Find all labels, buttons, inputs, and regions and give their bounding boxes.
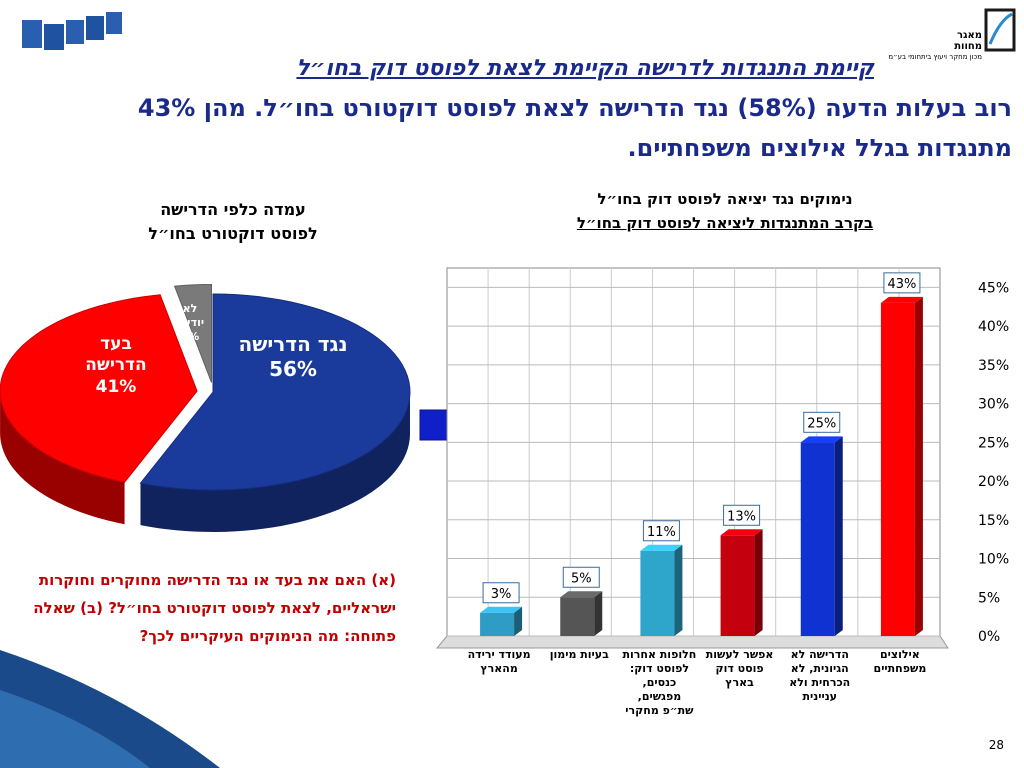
value-label-box: [642, 520, 680, 542]
page-number: 28: [988, 738, 1004, 752]
bar-top: [720, 529, 763, 536]
pie-label: לא יודעת: [175, 302, 205, 329]
y-tick-label: 15%: [978, 513, 1009, 529]
floor: [435, 635, 949, 649]
value-label-box: [482, 582, 520, 604]
pie-title: לפוסט דוקטורט בחו״ל: [148, 224, 318, 243]
y-tick-label: 40%: [978, 319, 1009, 335]
bar-side: [674, 544, 683, 636]
value-label: 11%: [647, 525, 676, 540]
value-label-box: [803, 411, 841, 433]
bar: [800, 442, 835, 636]
x-tick-label: הדרישה לא הגיונית, לא הכרחית ולא עניינית: [789, 648, 851, 703]
pie-label: נגד הדרישה: [238, 332, 348, 356]
pie-value-label: 41%: [95, 376, 137, 397]
bar-title: בקרב המתנגדות ליציאה לפוסט דוק בחו״ל: [576, 214, 874, 232]
bar-title: נימוקים נגד יציאה לפוסט דוק בחו״ל: [597, 190, 853, 208]
pie-value-label: 56%: [269, 357, 317, 381]
value-label: 43%: [887, 277, 916, 292]
bar-top: [480, 606, 523, 613]
bar-top: [800, 436, 843, 443]
pie-slice-side: [140, 392, 410, 532]
logo-text: מחוות: [954, 41, 982, 52]
x-tick-label: בעיות מימון: [549, 648, 609, 661]
x-tick-label: אילוצים משפחתיים: [873, 648, 927, 675]
logo-text: מאגר: [956, 30, 982, 41]
pie-value-label: 3%: [180, 329, 200, 343]
value-label-box: [723, 504, 761, 526]
bar: [880, 302, 915, 636]
slide-subtitle: רוב בעלות הדעה (58%) נגד הדרישה לצאת לפו…: [137, 94, 1012, 162]
value-label: 25%: [807, 416, 836, 431]
value-label-box: [562, 566, 600, 588]
bar-side: [594, 591, 603, 636]
slide-title: קיימת התנגדות לדרישה הקיימת לצאת לפוסט ד…: [296, 56, 874, 81]
pie-slice-side: [0, 391, 125, 525]
bar-side: [754, 529, 763, 636]
pie-label: בעד הדרישה: [85, 334, 147, 376]
bar-top: [560, 591, 603, 598]
bar-side: [514, 606, 523, 636]
y-tick-label: 10%: [978, 552, 1009, 568]
x-tick-label: אפשר לעשות פוסט דוק בארץ: [705, 648, 774, 689]
bar-top: [880, 296, 923, 303]
bar: [480, 612, 515, 636]
y-tick-label: 25%: [978, 435, 1009, 451]
bar: [640, 550, 675, 636]
question-note: (א) האם את בעד או נגד הדרישה מחוקרים וחו…: [33, 571, 396, 645]
y-tick-label: 30%: [978, 397, 1009, 413]
value-label: 13%: [727, 509, 756, 524]
bar: [560, 597, 595, 636]
y-tick-label: 20%: [978, 474, 1009, 490]
x-tick-label: חלופות אחרות לפוסט דוק: כנסים, מפגשים, ש…: [622, 648, 697, 717]
y-tick-label: 35%: [978, 358, 1009, 374]
logo-text: מכון מחקר ויעוץ ביתחומי בע״מ: [888, 53, 982, 61]
pie-title: עמדה כלפי הדרישה: [160, 200, 306, 219]
x-tick-label: מעודד ירידה מהארץ: [467, 648, 531, 675]
y-tick-label: 0%: [978, 629, 1000, 645]
pie-slice: [173, 283, 212, 383]
bar-side: [834, 436, 843, 636]
y-tick-label: 45%: [978, 280, 1009, 296]
value-label-box: [883, 272, 921, 294]
pie-slice: [0, 294, 198, 483]
bar-top: [640, 544, 683, 551]
value-label: 5%: [571, 571, 592, 586]
y-tick-label: 5%: [978, 590, 1000, 606]
pie-slice: [139, 293, 411, 491]
bar-side: [914, 296, 923, 636]
value-label: 3%: [491, 587, 512, 602]
bar: [720, 535, 755, 636]
